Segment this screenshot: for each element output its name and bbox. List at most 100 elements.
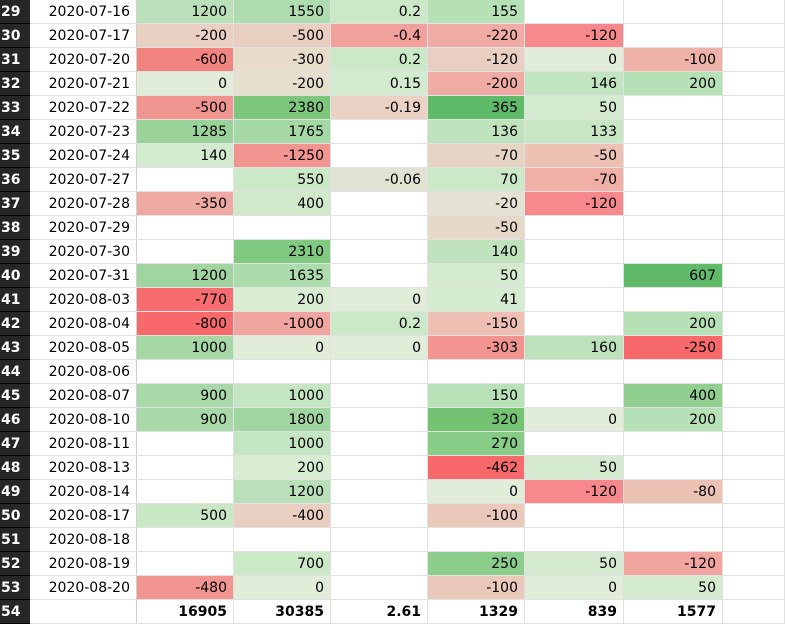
- date-cell[interactable]: 2020-08-06: [30, 360, 137, 384]
- value-cell[interactable]: [331, 144, 428, 168]
- value-cell[interactable]: [137, 528, 234, 552]
- empty-cell[interactable]: [723, 408, 785, 432]
- total-cell[interactable]: 1329: [428, 600, 525, 624]
- row-header[interactable]: 39: [0, 240, 30, 264]
- value-cell[interactable]: [331, 384, 428, 408]
- row-header[interactable]: 41: [0, 288, 30, 312]
- date-cell[interactable]: 2020-08-03: [30, 288, 137, 312]
- row-header[interactable]: 31: [0, 48, 30, 72]
- value-cell[interactable]: 2380: [234, 96, 331, 120]
- value-cell[interactable]: [137, 552, 234, 576]
- value-cell[interactable]: 0.2: [331, 312, 428, 336]
- value-cell[interactable]: [331, 120, 428, 144]
- value-cell[interactable]: 0: [525, 408, 624, 432]
- value-cell[interactable]: 0.2: [331, 48, 428, 72]
- value-cell[interactable]: -70: [428, 144, 525, 168]
- value-cell[interactable]: -120: [525, 480, 624, 504]
- value-cell[interactable]: [624, 504, 723, 528]
- value-cell[interactable]: 150: [428, 384, 525, 408]
- date-cell[interactable]: 2020-07-27: [30, 168, 137, 192]
- date-cell[interactable]: 2020-07-17: [30, 24, 137, 48]
- value-cell[interactable]: -150: [428, 312, 525, 336]
- row-header[interactable]: 32: [0, 72, 30, 96]
- date-cell[interactable]: 2020-08-05: [30, 336, 137, 360]
- date-cell[interactable]: 2020-08-04: [30, 312, 137, 336]
- value-cell[interactable]: [624, 456, 723, 480]
- empty-cell[interactable]: [723, 504, 785, 528]
- value-cell[interactable]: 155: [428, 0, 525, 24]
- value-cell[interactable]: [137, 240, 234, 264]
- value-cell[interactable]: -1250: [234, 144, 331, 168]
- value-cell[interactable]: -100: [428, 576, 525, 600]
- value-cell[interactable]: [428, 360, 525, 384]
- value-cell[interactable]: -400: [234, 504, 331, 528]
- row-header[interactable]: 30: [0, 24, 30, 48]
- value-cell[interactable]: 320: [428, 408, 525, 432]
- value-cell[interactable]: 50: [428, 264, 525, 288]
- value-cell[interactable]: 250: [428, 552, 525, 576]
- value-cell[interactable]: [331, 456, 428, 480]
- date-cell[interactable]: 2020-08-07: [30, 384, 137, 408]
- value-cell[interactable]: [331, 552, 428, 576]
- value-cell[interactable]: -200: [137, 24, 234, 48]
- value-cell[interactable]: [525, 0, 624, 24]
- value-cell[interactable]: -300: [234, 48, 331, 72]
- value-cell[interactable]: [234, 216, 331, 240]
- value-cell[interactable]: [525, 504, 624, 528]
- value-cell[interactable]: [331, 240, 428, 264]
- value-cell[interactable]: -220: [428, 24, 525, 48]
- row-header[interactable]: 36: [0, 168, 30, 192]
- value-cell[interactable]: [331, 216, 428, 240]
- value-cell[interactable]: [525, 216, 624, 240]
- value-cell[interactable]: 500: [137, 504, 234, 528]
- value-cell[interactable]: 146: [525, 72, 624, 96]
- value-cell[interactable]: 1200: [234, 480, 331, 504]
- value-cell[interactable]: [331, 576, 428, 600]
- total-cell[interactable]: 1577: [624, 600, 723, 624]
- value-cell[interactable]: [331, 408, 428, 432]
- value-cell[interactable]: [331, 504, 428, 528]
- value-cell[interactable]: 2310: [234, 240, 331, 264]
- value-cell[interactable]: 0.15: [331, 72, 428, 96]
- date-cell[interactable]: 2020-07-16: [30, 0, 137, 24]
- value-cell[interactable]: 50: [525, 456, 624, 480]
- value-cell[interactable]: [624, 192, 723, 216]
- row-header[interactable]: 35: [0, 144, 30, 168]
- value-cell[interactable]: 0.2: [331, 0, 428, 24]
- value-cell[interactable]: 50: [624, 576, 723, 600]
- empty-cell[interactable]: [723, 312, 785, 336]
- value-cell[interactable]: 41: [428, 288, 525, 312]
- value-cell[interactable]: -70: [525, 168, 624, 192]
- value-cell[interactable]: 1000: [234, 432, 331, 456]
- value-cell[interactable]: -303: [428, 336, 525, 360]
- value-cell[interactable]: -20: [428, 192, 525, 216]
- value-cell[interactable]: [624, 240, 723, 264]
- value-cell[interactable]: [234, 360, 331, 384]
- empty-cell[interactable]: [723, 288, 785, 312]
- value-cell[interactable]: -600: [137, 48, 234, 72]
- value-cell[interactable]: [624, 24, 723, 48]
- row-header[interactable]: 44: [0, 360, 30, 384]
- value-cell[interactable]: 270: [428, 432, 525, 456]
- value-cell[interactable]: -0.19: [331, 96, 428, 120]
- value-cell[interactable]: 140: [137, 144, 234, 168]
- date-cell[interactable]: [30, 600, 137, 624]
- date-cell[interactable]: 2020-07-23: [30, 120, 137, 144]
- row-header[interactable]: 48: [0, 456, 30, 480]
- value-cell[interactable]: [137, 168, 234, 192]
- value-cell[interactable]: [331, 480, 428, 504]
- date-cell[interactable]: 2020-08-20: [30, 576, 137, 600]
- value-cell[interactable]: [624, 528, 723, 552]
- date-cell[interactable]: 2020-07-21: [30, 72, 137, 96]
- value-cell[interactable]: 400: [234, 192, 331, 216]
- row-header[interactable]: 34: [0, 120, 30, 144]
- row-header[interactable]: 45: [0, 384, 30, 408]
- value-cell[interactable]: -80: [624, 480, 723, 504]
- value-cell[interactable]: [331, 264, 428, 288]
- value-cell[interactable]: [428, 528, 525, 552]
- empty-cell[interactable]: [723, 0, 785, 24]
- empty-cell[interactable]: [723, 336, 785, 360]
- date-cell[interactable]: 2020-07-22: [30, 96, 137, 120]
- date-cell[interactable]: 2020-07-24: [30, 144, 137, 168]
- date-cell[interactable]: 2020-07-28: [30, 192, 137, 216]
